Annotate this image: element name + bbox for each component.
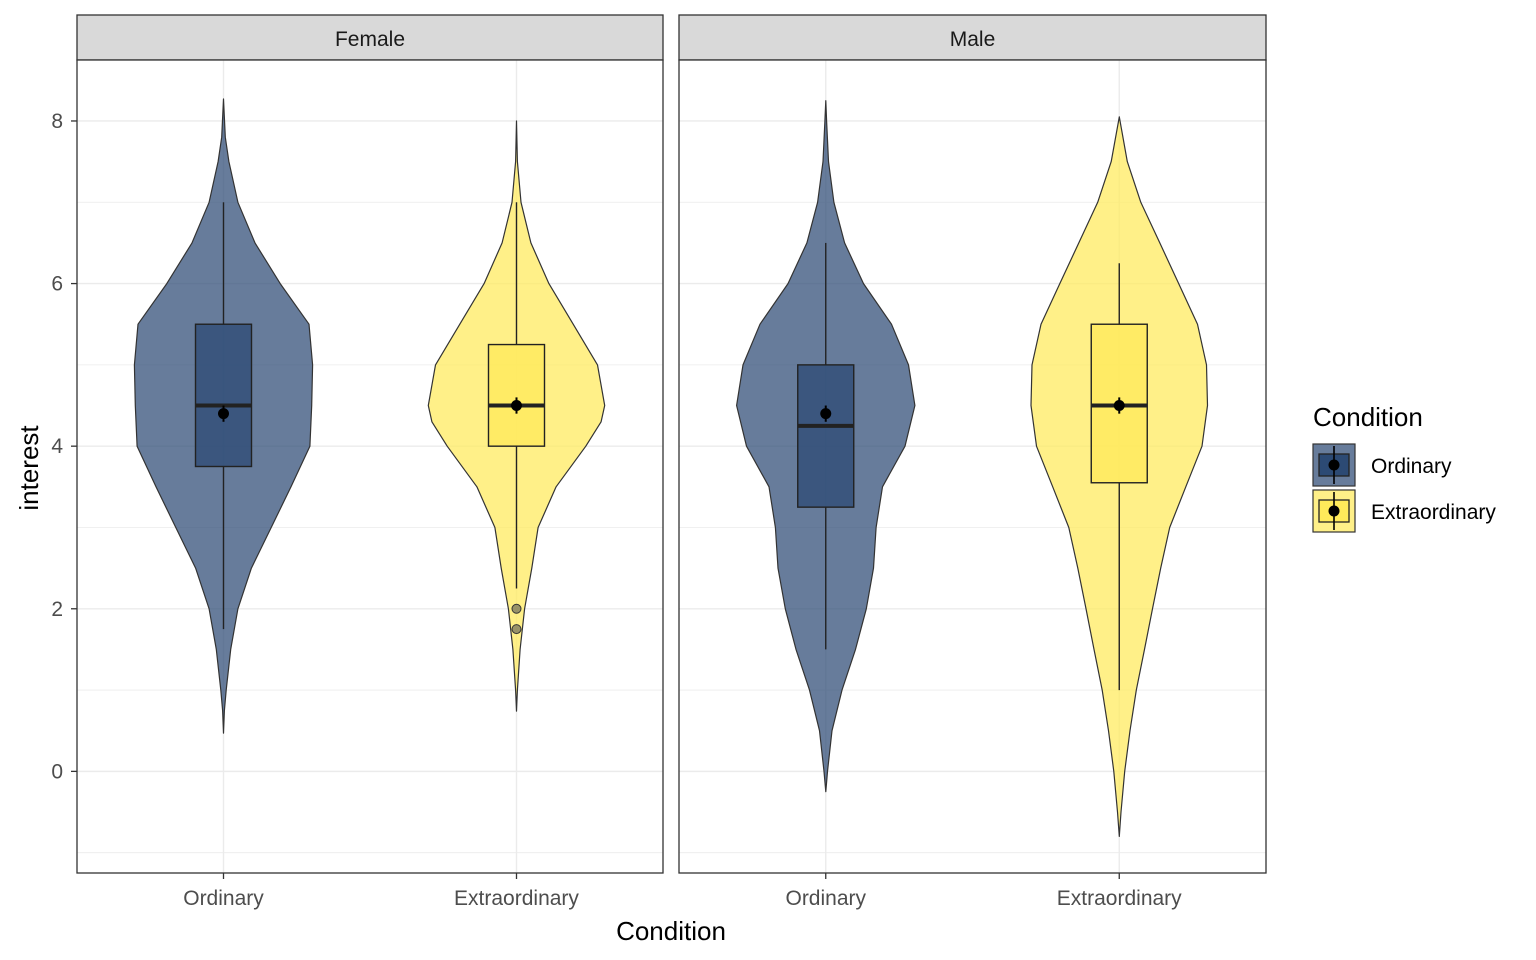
panel-border	[76, 59, 664, 874]
x-axis-title: Condition	[616, 916, 726, 946]
y-tick-label: 6	[51, 273, 63, 296]
facet-label: Female	[335, 28, 405, 51]
box	[194, 323, 253, 468]
group-extraordinary	[427, 120, 606, 712]
panel-border	[678, 59, 1267, 874]
facet-strip	[76, 14, 664, 61]
panel-female: Female Ordinary Extraordinary	[76, 14, 664, 910]
outlier-point	[511, 624, 522, 635]
y-tick-label: 2	[51, 598, 63, 621]
group-ordinary	[736, 100, 916, 793]
group-extraordinary	[1030, 116, 1209, 837]
legend-label: Ordinary	[1371, 455, 1452, 478]
y-tick-label: 4	[51, 435, 63, 458]
y-axis: 0 2 4 6 8	[51, 110, 77, 783]
legend-label: Extraordinary	[1371, 501, 1496, 524]
x-tick-label: Ordinary	[785, 887, 866, 910]
legend: Condition Ordinary Extraordinary	[1312, 402, 1496, 533]
y-tick-label: 0	[51, 760, 63, 783]
x-tick-label: Extraordinary	[1057, 887, 1182, 910]
legend-key-point	[1328, 505, 1340, 517]
legend-key-point	[1328, 459, 1340, 471]
legend-item-extraordinary: Extraordinary	[1312, 489, 1496, 533]
y-axis-title: interest	[14, 425, 44, 511]
legend-title: Condition	[1313, 402, 1423, 432]
box	[797, 364, 855, 508]
mean-point	[1113, 400, 1125, 412]
outlier-point	[511, 603, 522, 614]
mean-point	[511, 400, 522, 412]
facet-label: Male	[950, 28, 996, 51]
box	[487, 343, 546, 447]
facet-strip	[678, 14, 1267, 61]
x-tick-label: Ordinary	[183, 887, 264, 910]
panel-male: Male Ordinary Extraordinary	[678, 14, 1267, 910]
mean-point	[820, 408, 832, 420]
group-ordinary	[133, 98, 314, 734]
mean-point	[218, 408, 229, 420]
x-tick-label: Extraordinary	[454, 887, 579, 910]
legend-item-ordinary: Ordinary	[1312, 443, 1452, 487]
y-tick-label: 8	[51, 110, 63, 133]
